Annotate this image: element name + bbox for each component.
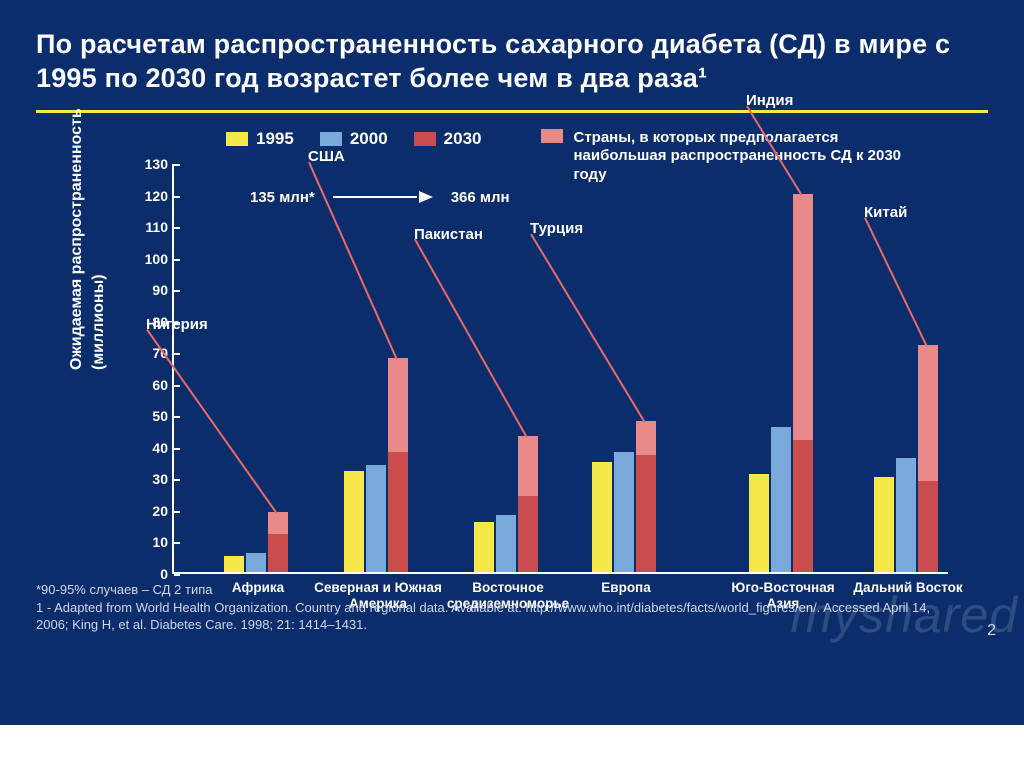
callout-label: Пакистан <box>414 226 483 243</box>
slide: По расчетам распространенность сахарного… <box>0 0 1024 690</box>
bar-1995 <box>474 522 494 572</box>
slide-title: По расчетам распространенность сахарного… <box>36 28 988 96</box>
y-tick: 90 <box>132 282 168 298</box>
legend-label: 1995 <box>256 129 294 149</box>
legend-label: 2030 <box>444 129 482 149</box>
bar-2030-base <box>918 481 938 572</box>
bar-2000 <box>246 553 266 572</box>
y-tick: 40 <box>132 440 168 456</box>
bar-2030-highlight <box>918 345 938 481</box>
bar-2030 <box>268 512 288 572</box>
bar-group <box>874 345 938 572</box>
y-axis-label-2: (миллионы) <box>90 274 108 370</box>
bar-2030-base <box>268 534 288 572</box>
legend-item-1995: 1995 <box>226 129 294 149</box>
y-tick: 60 <box>132 377 168 393</box>
bar-1995 <box>592 462 612 572</box>
bar-2000 <box>366 465 386 572</box>
y-tick: 10 <box>132 534 168 550</box>
bar-2030 <box>793 194 813 572</box>
callout-label: Китай <box>864 204 907 221</box>
bar-group <box>592 421 656 572</box>
bar-group <box>344 358 408 572</box>
bar-1995 <box>749 474 769 572</box>
callout-label: США <box>308 148 345 165</box>
bar-2000 <box>896 458 916 572</box>
bar-2030 <box>918 345 938 572</box>
bar-2030-highlight <box>268 512 288 534</box>
legend-label: 2000 <box>350 129 388 149</box>
swatch-highlight <box>541 129 563 143</box>
y-tick: 100 <box>132 251 168 267</box>
y-tick: 0 <box>132 566 168 582</box>
bar-group <box>224 512 288 572</box>
bar-2030-highlight <box>518 436 538 496</box>
bar-2030-highlight <box>793 194 813 440</box>
swatch-2030 <box>414 132 436 146</box>
bar-2030 <box>518 436 538 572</box>
bar-2000 <box>496 515 516 572</box>
bar-2030-base <box>636 455 656 572</box>
bar-2030-base <box>518 496 538 572</box>
watermark: myshared <box>790 586 1018 644</box>
bar-2030-highlight <box>636 421 656 456</box>
bar-2030-highlight <box>388 358 408 453</box>
bar-group <box>749 194 813 572</box>
legend-series: 1995 2000 2030 <box>226 129 481 149</box>
bar-2000 <box>771 427 791 572</box>
swatch-1995 <box>226 132 248 146</box>
bar-chart: 0102030405060708090100110120130АфрикаСев… <box>120 164 960 620</box>
bar-1995 <box>224 556 244 572</box>
y-tick: 20 <box>132 503 168 519</box>
y-tick: 130 <box>132 156 168 172</box>
bar-1995 <box>874 477 894 572</box>
bar-2030 <box>388 358 408 572</box>
accent-rule <box>36 110 988 113</box>
legend-item-2000: 2000 <box>320 129 388 149</box>
y-tick: 50 <box>132 408 168 424</box>
bar-1995 <box>344 471 364 572</box>
bar-2030-base <box>388 452 408 572</box>
callout-label: Индия <box>746 92 793 109</box>
bar-group <box>474 436 538 572</box>
y-tick: 120 <box>132 188 168 204</box>
callout-label: Нигерия <box>146 316 208 333</box>
y-tick: 110 <box>132 219 168 235</box>
bar-2030 <box>636 421 656 572</box>
page-number: 2 <box>987 622 996 640</box>
y-axis-label-1: Ожидаемая распространенность <box>68 108 86 370</box>
swatch-2000 <box>320 132 342 146</box>
bar-2000 <box>614 452 634 572</box>
bar-2030-base <box>793 440 813 572</box>
bottom-strip <box>0 725 1024 767</box>
legend-item-2030: 2030 <box>414 129 482 149</box>
y-tick: 30 <box>132 471 168 487</box>
callout-label: Турция <box>530 220 583 237</box>
